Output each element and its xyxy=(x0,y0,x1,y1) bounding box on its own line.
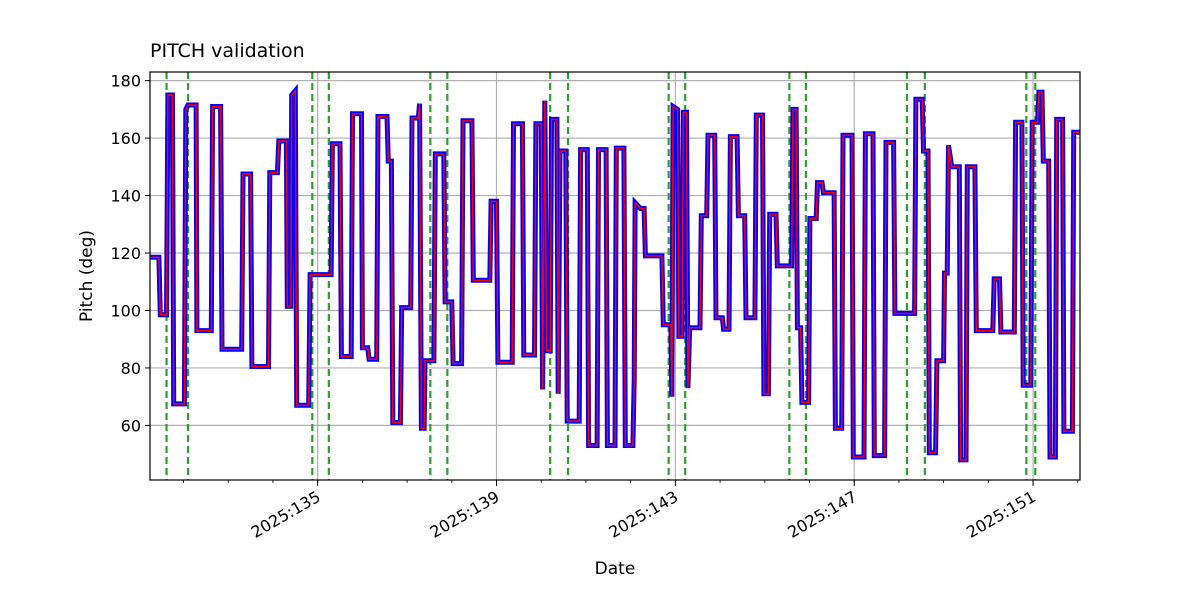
y-tick-label: 180 xyxy=(110,72,141,91)
y-tick-label: 60 xyxy=(121,416,141,435)
y-tick-label: 120 xyxy=(110,244,141,263)
y-tick-label: 140 xyxy=(110,187,141,206)
y-axis-title: Pitch (deg) xyxy=(77,230,97,322)
pitch-reference-line xyxy=(150,88,1080,461)
chart-title: PITCH validation xyxy=(150,40,305,62)
y-axis-ticks: 60 80 100 120 140 160 180 xyxy=(110,72,150,435)
y-tick-label: 160 xyxy=(110,129,141,148)
plot-frame xyxy=(149,71,1081,481)
y-tick-label: 100 xyxy=(110,301,141,320)
y-tick-label: 80 xyxy=(121,359,141,378)
x-axis-title: Date xyxy=(595,559,636,579)
series-lines xyxy=(150,83,1080,463)
